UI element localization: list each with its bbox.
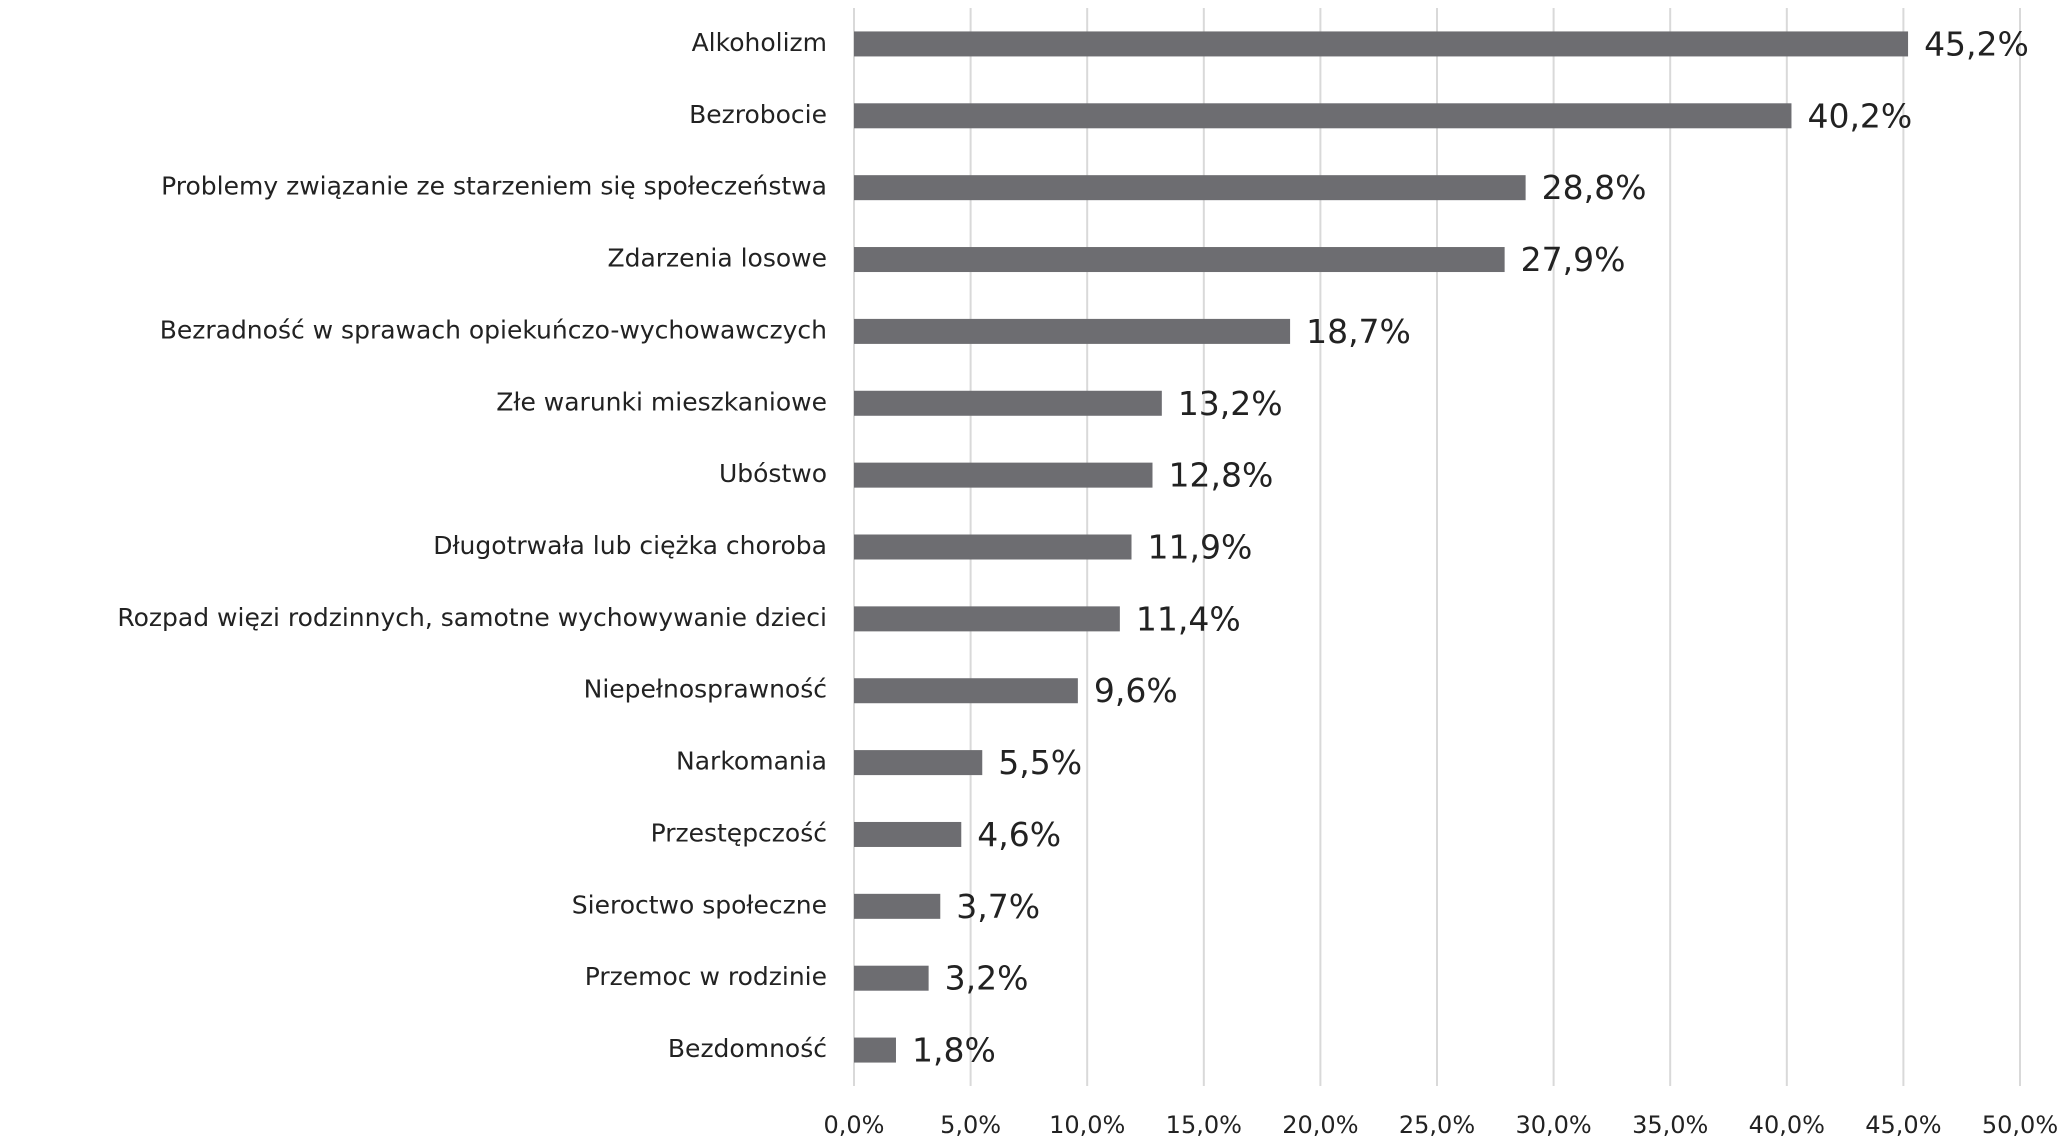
y-tick-label: Narkomania <box>676 747 827 776</box>
y-tick-label: Niepełnosprawność <box>584 675 827 704</box>
bar <box>854 1037 896 1063</box>
y-tick-label: Problemy związanie ze starzeniem się spo… <box>161 172 827 201</box>
y-tick-label: Zdarzenia losowe <box>607 244 827 273</box>
bar <box>854 175 1526 201</box>
bar <box>854 31 1909 57</box>
y-tick-label: Bezdomność <box>668 1034 827 1063</box>
bar <box>854 534 1132 560</box>
x-tick-label: 25,0% <box>1399 1111 1475 1139</box>
value-label: 3,2% <box>945 959 1029 998</box>
x-tick-label: 45,0% <box>1865 1111 1941 1139</box>
bar <box>854 893 941 919</box>
value-label: 12,8% <box>1168 456 1273 495</box>
bar <box>854 247 1505 273</box>
y-tick-label: Bezrobocie <box>689 100 827 129</box>
bar <box>854 606 1120 632</box>
bar <box>854 462 1153 488</box>
y-tick-label: Przestępczość <box>651 818 827 847</box>
bar <box>854 103 1792 129</box>
value-label: 45,2% <box>1924 24 2029 63</box>
x-tick-label: 50,0% <box>1982 1111 2058 1139</box>
x-tick-label: 5,0% <box>940 1111 1001 1139</box>
value-label: 40,2% <box>1807 96 1912 135</box>
y-tick-label: Alkoholizm <box>692 28 827 57</box>
value-label: 13,2% <box>1178 384 1283 423</box>
x-tick-label: 40,0% <box>1749 1111 1825 1139</box>
value-label: 11,4% <box>1136 599 1241 638</box>
value-label: 18,7% <box>1306 312 1411 351</box>
bar <box>854 678 1078 704</box>
x-tick-label: 35,0% <box>1632 1111 1708 1139</box>
y-tick-label: Przemoc w rodzinie <box>585 962 827 991</box>
bar <box>854 821 962 847</box>
bar <box>854 390 1162 416</box>
y-tick-label: Złe warunki mieszkaniowe <box>496 387 827 416</box>
value-label: 28,8% <box>1542 168 1647 207</box>
y-tick-label: Rozpad więzi rodzinnych, samotne wychowy… <box>117 603 827 632</box>
value-label: 5,5% <box>998 743 1082 782</box>
bar <box>854 318 1291 344</box>
value-label: 27,9% <box>1521 240 1626 279</box>
x-tick-label: 10,0% <box>1049 1111 1125 1139</box>
x-tick-label: 15,0% <box>1166 1111 1242 1139</box>
y-tick-label: Długotrwała lub ciężka choroba <box>433 531 827 560</box>
bar <box>854 750 983 776</box>
value-label: 9,6% <box>1094 671 1178 710</box>
y-tick-label: Ubóstwo <box>719 459 827 488</box>
y-tick-label: Sieroctwo społeczne <box>572 890 827 919</box>
x-tick-label: 20,0% <box>1282 1111 1358 1139</box>
y-tick-label: Bezradność w sprawach opiekuńczo-wychowa… <box>160 315 827 344</box>
x-tick-label: 0,0% <box>824 1111 885 1139</box>
value-label: 3,7% <box>956 887 1040 926</box>
bar <box>854 965 929 991</box>
value-label: 4,6% <box>977 815 1061 854</box>
x-tick-label: 30,0% <box>1515 1111 1591 1139</box>
value-label: 1,8% <box>912 1031 996 1070</box>
value-label: 11,9% <box>1148 528 1253 567</box>
